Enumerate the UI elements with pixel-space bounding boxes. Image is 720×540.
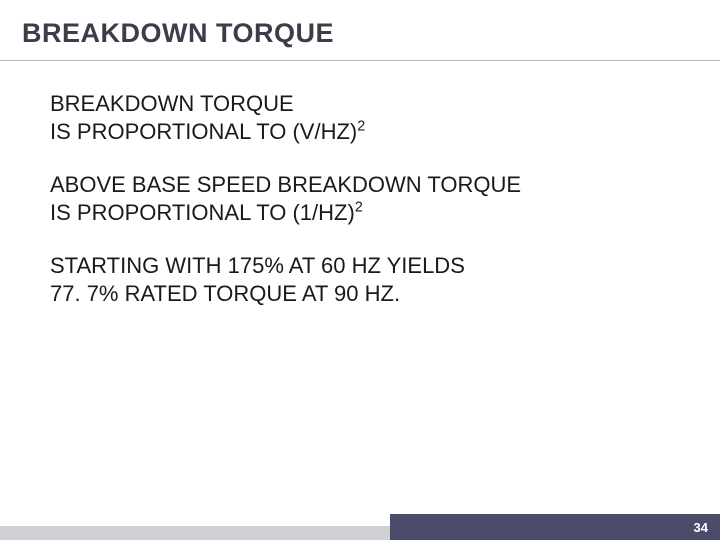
text-line: IS PROPORTIONAL TO (V/HZ)2 [50,118,680,146]
paragraph: STARTING WITH 175% AT 60 HZ YIELDS 77. 7… [50,252,680,307]
text-line: 77. 7% RATED TORQUE AT 90 HZ. [50,280,680,308]
paragraph: BREAKDOWN TORQUE IS PROPORTIONAL TO (V/H… [50,90,680,145]
text-line: STARTING WITH 175% AT 60 HZ YIELDS [50,252,680,280]
text-fragment: IS PROPORTIONAL TO (1/HZ) [50,200,355,225]
text-fragment: IS PROPORTIONAL TO (V/HZ) [50,119,357,144]
slide-body: BREAKDOWN TORQUE IS PROPORTIONAL TO (V/H… [50,90,680,333]
footer-bar-right [390,514,720,540]
title-divider [0,60,720,61]
page-number: 34 [694,520,708,535]
slide-title: BREAKDOWN TORQUE [22,18,334,49]
superscript: 2 [357,118,365,134]
footer: 34 [0,514,720,540]
paragraph: ABOVE BASE SPEED BREAKDOWN TORQUE IS PRO… [50,171,680,226]
text-line: BREAKDOWN TORQUE [50,90,680,118]
slide: BREAKDOWN TORQUE BREAKDOWN TORQUE IS PRO… [0,0,720,540]
text-line: IS PROPORTIONAL TO (1/HZ)2 [50,199,680,227]
footer-bar-left [0,526,390,540]
text-line: ABOVE BASE SPEED BREAKDOWN TORQUE [50,171,680,199]
superscript: 2 [355,199,363,215]
